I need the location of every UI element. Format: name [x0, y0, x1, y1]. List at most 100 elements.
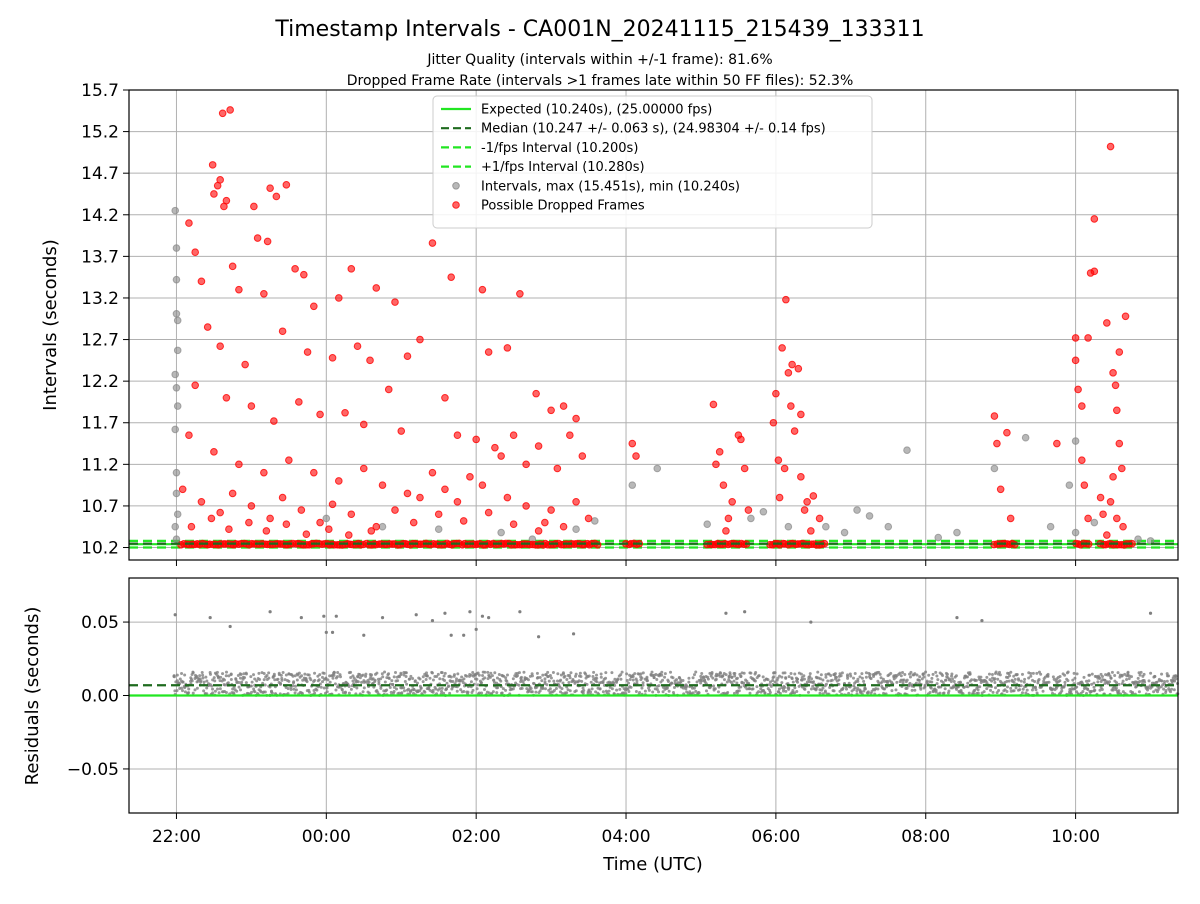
- residual-outlier-point: [809, 620, 813, 624]
- residual-point: [993, 681, 997, 685]
- residual-point: [253, 677, 257, 681]
- residual-point: [778, 674, 782, 678]
- dropped-frame-point: [491, 443, 499, 452]
- residual-point: [249, 690, 253, 694]
- residual-outlier-point: [324, 630, 328, 634]
- residual-outlier-point: [743, 610, 747, 614]
- dropped-frame-point: [310, 468, 318, 477]
- residual-point: [866, 691, 870, 695]
- residual-point: [392, 690, 396, 694]
- residual-point: [578, 671, 582, 675]
- residual-point: [232, 691, 236, 695]
- dropped-frame-point: [216, 508, 224, 517]
- dropped-frame-point: [559, 402, 568, 410]
- residual-point: [511, 687, 515, 691]
- residual-point: [202, 680, 206, 684]
- residual-point: [652, 676, 656, 680]
- dropped-frame-point: [1106, 142, 1115, 151]
- residual-point: [594, 690, 598, 694]
- residual-outlier-point: [724, 611, 728, 615]
- residual-point: [598, 687, 602, 691]
- residual-point: [935, 682, 939, 686]
- residual-point: [273, 678, 277, 682]
- dropped-frame-point: [772, 389, 780, 398]
- residual-point: [379, 677, 383, 681]
- legend-marker: [452, 182, 460, 190]
- residual-point: [973, 688, 977, 692]
- residual-point: [901, 681, 905, 685]
- dropped-frame-point: [509, 431, 518, 440]
- residual-point: [477, 673, 481, 677]
- residual-point: [754, 670, 758, 674]
- residual-point: [1115, 681, 1119, 685]
- residual-point: [579, 675, 583, 679]
- residual-point: [405, 682, 409, 686]
- residual-outlier-point: [330, 630, 335, 634]
- residual-point: [244, 672, 248, 676]
- residual-point: [776, 690, 780, 694]
- residual-point: [628, 678, 632, 682]
- residual-point: [1012, 689, 1016, 693]
- interval-point: [653, 464, 662, 473]
- residual-point: [385, 688, 389, 692]
- residual-point: [633, 672, 637, 676]
- residual-point: [1139, 670, 1143, 674]
- residual-point: [526, 678, 530, 682]
- residual-point: [223, 683, 227, 687]
- residual-point: [671, 691, 675, 695]
- residual-point: [319, 685, 323, 689]
- residual-outlier-point: [228, 624, 232, 629]
- residual-point: [976, 691, 980, 695]
- residual-point: [783, 671, 787, 675]
- residual-point: [974, 678, 978, 682]
- dropped-frame-point: [1084, 334, 1092, 342]
- residual-point: [475, 677, 479, 681]
- residual-point: [419, 686, 423, 690]
- dropped-frame-point: [1053, 439, 1061, 448]
- dropped-frame-point: [1071, 334, 1080, 342]
- residual-point: [679, 680, 683, 684]
- residual-point: [1066, 679, 1070, 683]
- residual-point: [1003, 688, 1007, 692]
- residual-point: [1120, 674, 1124, 678]
- residual-point: [1167, 674, 1171, 678]
- residual-point: [641, 671, 645, 675]
- residual-point: [388, 685, 392, 689]
- residual-point: [993, 686, 997, 690]
- residual-point: [483, 676, 487, 680]
- residual-point: [620, 670, 624, 674]
- dropped-frame-point: [990, 412, 999, 420]
- residual-point: [239, 688, 243, 692]
- residual-point: [1174, 677, 1178, 681]
- residual-point: [845, 687, 849, 691]
- interval-point: [759, 507, 768, 516]
- residual-point: [806, 690, 810, 694]
- dropped-frame-point: [787, 402, 795, 410]
- residual-point: [402, 686, 406, 690]
- dropped-frame-point: [1115, 348, 1124, 356]
- residual-point: [191, 691, 195, 695]
- residual-point: [1164, 691, 1168, 695]
- dropped-frame-point: [740, 464, 749, 473]
- dropped-frame-point: [441, 393, 449, 402]
- residual-point: [692, 673, 696, 677]
- residual-point: [935, 674, 939, 678]
- residual-point: [706, 677, 710, 681]
- residual-point: [211, 691, 215, 695]
- residual-point: [1163, 679, 1167, 683]
- residual-point: [1107, 672, 1111, 676]
- residual-point: [574, 689, 578, 693]
- dropped-frame-point: [1119, 522, 1127, 531]
- dropped-frame-point: [441, 485, 449, 494]
- residual-point: [586, 691, 590, 695]
- residual-point: [1086, 687, 1090, 691]
- residual-point: [238, 676, 242, 680]
- residual-point: [499, 679, 503, 683]
- residual-point: [883, 687, 887, 691]
- residual-point: [372, 685, 376, 689]
- residual-point: [1047, 680, 1051, 684]
- residual-point: [1005, 679, 1009, 683]
- residual-point: [347, 691, 351, 695]
- residual-point: [332, 671, 336, 675]
- residual-point: [1018, 688, 1022, 692]
